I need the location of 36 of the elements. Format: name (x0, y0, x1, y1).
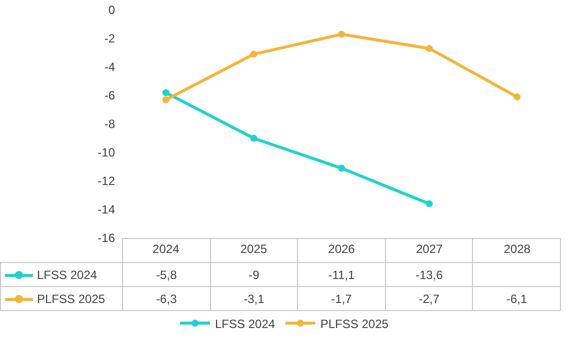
point (514, 93, 521, 100)
y-tick-label: -4 (104, 60, 116, 74)
point (338, 30, 345, 38)
data-label: -5,8 (122, 262, 210, 286)
data-label: -9 (210, 262, 298, 286)
text: LFSS 2024 (215, 316, 276, 331)
legend-label: PLFSS 2025 (37, 292, 106, 306)
y-tick-label: 0 (108, 3, 116, 18)
x-tick-label: 2026 (328, 242, 356, 256)
point (250, 134, 258, 142)
legend-label: LFSS 2024 (37, 268, 98, 282)
x-tick-label: 2025 (240, 242, 268, 256)
data-label: -3,1 (210, 286, 298, 310)
y-tick-label: -12 (98, 174, 116, 188)
point (162, 96, 170, 104)
text: PLFSS 2025 (320, 316, 388, 331)
data-label: -6,1 (472, 286, 560, 310)
point (162, 89, 170, 96)
point (338, 164, 345, 172)
data-label: -6,3 (122, 286, 210, 310)
y-tick-label: -2 (104, 32, 116, 46)
x-tick-label: 2027 (416, 242, 443, 256)
data-label: -1,7 (298, 286, 386, 310)
point (426, 200, 433, 208)
data-label: -13,6 (385, 262, 473, 286)
y-tick-label: -6 (104, 88, 116, 103)
y-tick-label: -16 (98, 231, 116, 246)
y-tick-label: -8 (104, 117, 116, 132)
x-tick-label: 2028 (504, 242, 531, 256)
data-label: -11,1 (298, 262, 386, 286)
point (426, 44, 433, 52)
y-tick-label: -14 (98, 202, 116, 217)
point (250, 50, 258, 58)
y-tick-label: -10 (98, 146, 116, 160)
data-label: -2,7 (385, 286, 473, 310)
x-tick-label: 2024 (152, 242, 180, 256)
